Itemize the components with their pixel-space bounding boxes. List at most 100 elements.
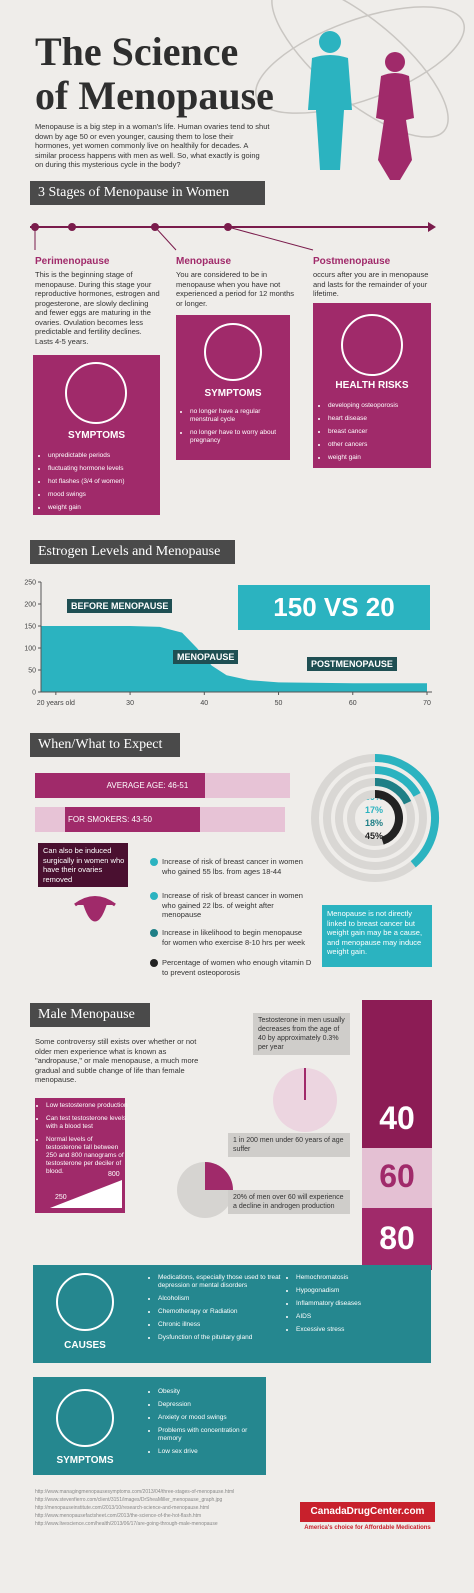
list-item: Depression [158,1401,268,1409]
source: http://menopauseinstitute.com/2013/10/re… [35,1505,210,1511]
logo[interactable]: CanadaDrugCenter.com [310,1506,425,1517]
value-label: 18% [365,818,383,828]
stage-title: Postmenopause [313,256,391,267]
y-tick-label: 0 [32,690,36,697]
list-item: Chronic illness [158,1321,283,1329]
list-item: Problems with concentration or memory [158,1427,268,1443]
stage-list: developing osteoporosis heart disease brea… [320,402,433,467]
age-number: 80 [379,1220,415,1256]
stage-list: unpredictable periods fluctuating hormone… [40,452,163,517]
causes-list: Hemochromatosis Hypogonadism Inflammatory … [288,1274,426,1339]
list-item: breast cancer [328,428,433,436]
annotation: MENOPAUSE [173,650,239,664]
stat-description: Increase of risk of breast cancer in wom… [162,857,303,876]
fact-box: Testosterone in men usually decreases fr… [253,1013,350,1055]
x-tick-label: 40 [200,700,208,707]
list-item: mood swings [48,491,163,499]
section-heading: 3 Stages of Menopause in Women [38,185,230,200]
symptoms-list: Obesity Depression Anxiety or mood swings P… [150,1388,268,1461]
y-tick-label: 150 [24,624,36,631]
source: http://www.stevenfierro.com/client/3151/… [35,1497,223,1503]
symptoms-label: SYMPTOMS [56,1455,114,1466]
source: http://www.menopausefactsheet.com/2013/t… [35,1513,202,1519]
x-tick-label: 70 [423,700,431,707]
value-label: 45% [365,831,383,841]
male-intro: Some controversy still exists over wheth… [35,1037,199,1084]
ring-arc [374,790,403,845]
y-tick-label: 200 [24,602,36,609]
ring-arc [374,754,439,868]
stage-list: no longer have a regular menstrual cycle… [182,408,290,450]
section-heading: When/What to Expect [38,737,163,752]
list-item: Anxiety or mood swings [158,1414,268,1422]
ring-arc [374,766,421,797]
list-item: no longer have a regular menstrual cycle [190,408,290,424]
title: The Science of Menopause [35,30,274,118]
section-heading: Male Menopause [38,1007,135,1022]
note: Menopause is not directly linked to brea… [327,909,423,956]
list-item: hot flashes (3/4 of women) [48,478,163,486]
sources: http://www.managingmenopausesymptoms.com… [35,1488,285,1528]
stage-title: Menopause [176,256,232,267]
y-tick-label: 100 [24,646,36,653]
stage-label: HEALTH RISKS [335,380,409,391]
stage-label: SYMPTOMS [204,388,262,399]
highlight: 150 VS 20 [273,592,395,622]
list-item: heart disease [328,415,433,423]
list-item: Obesity [158,1388,268,1396]
list-item: fluctuating hormone levels [48,465,163,473]
list-item: unpredictable periods [48,452,163,460]
stage-description: You are considered to be in menopause wh… [176,270,294,308]
annotation: POSTMENOPAUSE [307,657,397,671]
stat-description: Percentage of women who enough vitamin D… [162,958,312,977]
intro: Menopause is a big step in a woman's lif… [35,122,270,169]
annotation: BEFORE MENOPAUSE [67,599,173,613]
x-tick-label: 30 [126,700,134,707]
value-label: 17% [365,805,383,815]
y-tick-label: 50 [28,668,36,675]
age-number: 60 [379,1158,415,1194]
stage-description: This is the beginning stage of menopause… [35,270,160,346]
range-label: 800 [108,1171,120,1178]
male-facts: Low testosterone production Can test test… [38,1102,128,1181]
list-item: weight gain [328,454,433,462]
title-line: The Science [35,29,239,74]
surgery-note: Can also be induced surgically in women … [43,846,125,884]
title-line: of Menopause [35,73,274,118]
stat-description: Increase in likelihood to begin menopaus… [162,928,305,947]
list-item: Chemotherapy or Radiation [158,1308,283,1316]
fact-box: 1 in 200 men under 60 years of age suffe… [228,1133,350,1157]
causes-list: Medications, especially those used to tr… [150,1274,283,1347]
x-tick-label: 60 [349,700,357,707]
list-item: Normal levels of testosterone fall betwe… [46,1136,128,1176]
age-number: 40 [379,1100,415,1136]
list-item: Inflammatory diseases [296,1300,426,1308]
list-item: Low testosterone production [46,1102,128,1110]
list-item: other cancers [328,441,433,449]
age-bar-label: FOR SMOKERS: 43-50 [67,815,153,824]
causes-label: CAUSES [64,1340,106,1351]
stat-description: Increase of risk of breast cancer in wom… [162,891,303,919]
list-item: Excessive stress [296,1326,426,1334]
list-item: Alcoholism [158,1295,283,1303]
list-item: Hypogonadism [296,1287,426,1295]
x-tick-label: 50 [275,700,283,707]
stage-description: occurs after you are in menopause and la… [313,270,429,298]
list-item: developing osteoporosis [328,402,433,410]
stage-title: Perimenopause [35,256,110,267]
x-tick-label: 20 years old [37,700,75,707]
list-item: no longer have to worry about pregnancy [190,429,290,445]
list-item: Medications, especially those used to tr… [158,1274,283,1290]
fact-box: 20% of men over 60 will experience a dec… [228,1190,350,1214]
age-bar-label: AVERAGE AGE: 46-51 [106,781,189,790]
tagline: America's choice for Affordable Medicati… [304,1525,431,1531]
list-item: Dysfunction of the pituitary gland [158,1334,283,1342]
area [41,626,427,692]
ring-arc [374,778,412,805]
source: http://www.livescience.com/health/2013/0… [35,1521,218,1527]
range-label: 250 [55,1194,67,1201]
source: http://www.managingmenopausesymptoms.com… [35,1489,235,1495]
list-item: Hemochromatosis [296,1274,426,1282]
